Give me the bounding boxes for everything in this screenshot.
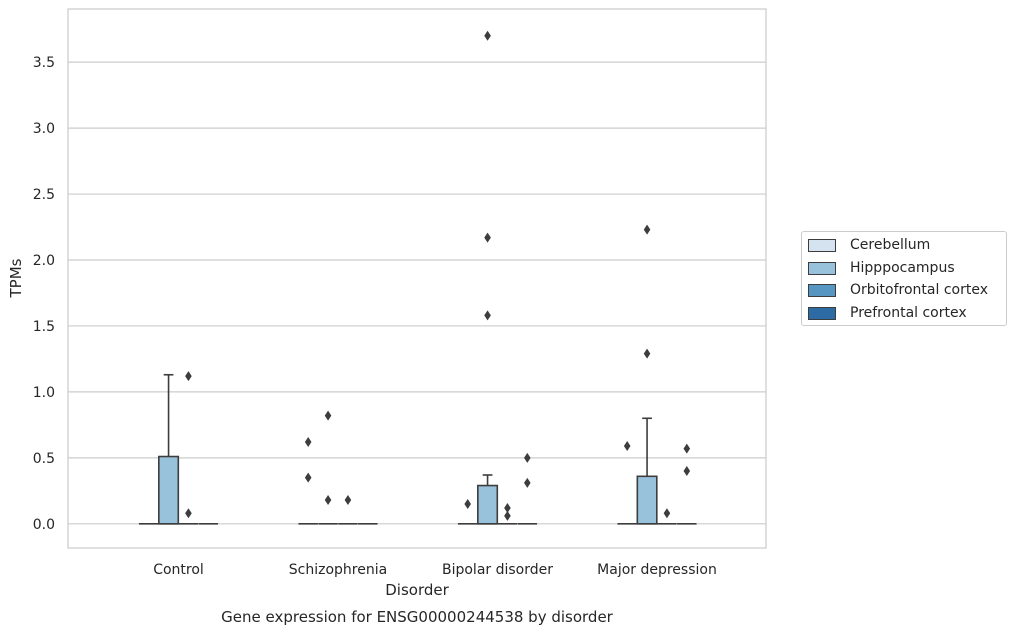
legend-swatch bbox=[808, 238, 836, 252]
y-axis-label: TPMs bbox=[7, 258, 25, 298]
y-tick-labels: 0.0 0.5 1.0 1.5 2.0 2.5 3.0 3.5 bbox=[33, 55, 55, 533]
legend-label: Orbitofrontal cortex bbox=[850, 282, 988, 298]
legend-label: Cerebellum bbox=[850, 237, 931, 253]
outlier-point bbox=[504, 502, 511, 513]
legend-swatch bbox=[808, 283, 836, 297]
legend-item-cerebellum: Cerebellum bbox=[808, 236, 930, 254]
legend-swatch bbox=[808, 306, 836, 320]
legend-swatch bbox=[808, 261, 836, 275]
legend-item-hippocampus: Hipppocampus bbox=[808, 259, 955, 277]
outlier-point bbox=[484, 310, 491, 321]
chart-title: Gene expression for ENSG00000244538 by d… bbox=[221, 608, 614, 626]
box-group bbox=[138, 30, 697, 525]
y-tick-label: 0.5 bbox=[33, 451, 55, 467]
outlier-point bbox=[643, 348, 651, 359]
box-hipppocampus bbox=[477, 484, 499, 525]
outlier-point bbox=[185, 371, 192, 382]
x-tick-label: Bipolar disorder bbox=[442, 562, 553, 578]
x-tick-label: Control bbox=[153, 562, 204, 578]
y-tick-label: 1.5 bbox=[33, 319, 55, 335]
box-hipppocampus bbox=[158, 455, 180, 525]
outlier-point bbox=[484, 30, 491, 41]
legend: Cerebellum Hipppocampus Orbitofrontal co… bbox=[801, 231, 1007, 326]
outlier-point bbox=[304, 437, 312, 448]
x-tick-labels: Control Schizophrenia Bipolar disorder Majo… bbox=[153, 562, 717, 578]
outlier-point bbox=[663, 508, 671, 519]
legend-item-prefrontal-cortex: Prefrontal cortex bbox=[808, 304, 967, 322]
outlier-point bbox=[344, 495, 352, 506]
outlier-point bbox=[324, 495, 332, 506]
box-hipppocampus bbox=[636, 475, 658, 525]
outlier-point bbox=[683, 466, 691, 477]
outlier-point bbox=[464, 499, 471, 510]
outlier-point bbox=[185, 508, 192, 519]
legend-label: Hipppocampus bbox=[850, 260, 955, 276]
x-axis-label: Disorder bbox=[385, 581, 449, 599]
y-tick-label: 2.0 bbox=[33, 253, 55, 269]
outlier-point bbox=[484, 232, 491, 243]
y-tick-label: 0.0 bbox=[33, 517, 55, 533]
outlier-point bbox=[504, 510, 511, 521]
outlier-point bbox=[643, 224, 651, 235]
y-tick-label: 1.0 bbox=[33, 385, 55, 401]
x-tick-label: Schizophrenia bbox=[289, 562, 387, 578]
outlier-point bbox=[304, 472, 312, 483]
legend-label: Prefrontal cortex bbox=[850, 305, 967, 321]
outlier-point bbox=[524, 452, 531, 463]
outlier-point bbox=[324, 410, 332, 421]
y-tick-label: 3.5 bbox=[33, 55, 55, 71]
y-tick-label: 2.5 bbox=[33, 187, 55, 203]
plot-frame bbox=[67, 8, 767, 549]
outlier-point bbox=[623, 440, 631, 451]
outlier-point bbox=[683, 443, 691, 454]
legend-item-orbitofrontal-cortex: Orbitofrontal cortex bbox=[808, 281, 988, 299]
y-tick-label: 3.0 bbox=[33, 121, 55, 137]
x-tick-label: Major depression bbox=[597, 562, 717, 578]
outlier-point bbox=[524, 477, 531, 488]
